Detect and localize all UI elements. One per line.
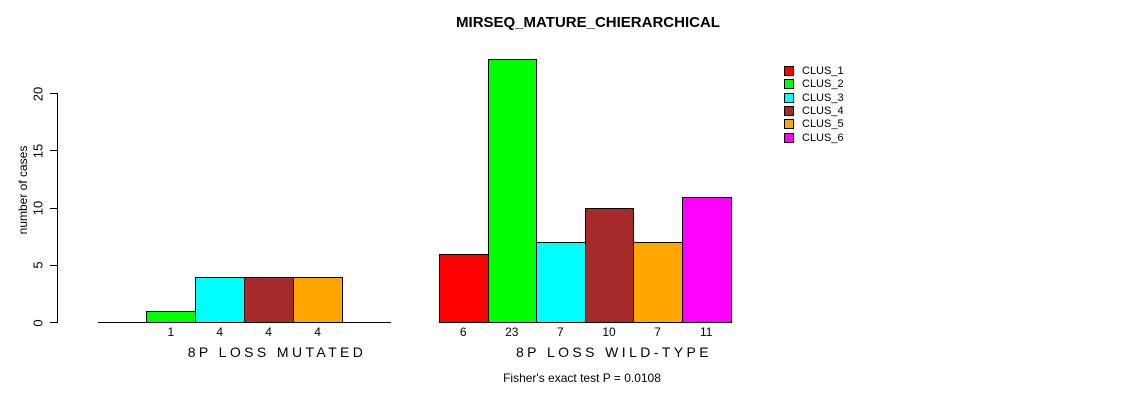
bar-value-label: 1	[167, 325, 175, 339]
y-tick-mark	[50, 265, 57, 266]
legend-label: CLUS_6	[802, 132, 844, 144]
bar-CLUS_3	[195, 277, 245, 323]
y-tick-label: 15	[30, 143, 46, 158]
y-tick-mark	[50, 322, 57, 323]
y-axis-title: number of cases	[16, 145, 30, 235]
bar-CLUS_2	[488, 59, 537, 323]
y-tick-mark	[50, 93, 57, 94]
y-tick-label: 20	[30, 86, 46, 101]
bar-value-label: 7	[654, 325, 661, 339]
bar-CLUS_3	[536, 242, 586, 323]
y-tick-label: 5	[30, 261, 46, 269]
bar-CLUS_6	[682, 197, 732, 323]
y-tick-label: 0	[30, 318, 46, 327]
x-axis-group-label: 8P LOSS MUTATED	[187, 344, 367, 360]
legend: CLUS_1 CLUS_2 CLUS_3 CLUS_4 CLUS_5 CLUS_6	[784, 66, 874, 146]
bar-value-label: 4	[314, 325, 321, 339]
legend-swatch	[784, 79, 794, 89]
fisher-test-annotation: Fisher's exact test P = 0.0108	[503, 371, 661, 385]
bar-value-label: 7	[557, 325, 564, 339]
chart-title: MIRSEQ_MATURE_CHIERARCHICAL	[456, 14, 720, 31]
bar-CLUS_5	[293, 277, 343, 323]
legend-swatch	[784, 66, 794, 76]
y-tick-mark	[50, 150, 57, 151]
bar-value-label: 4	[216, 325, 224, 339]
bar-CLUS_2	[146, 311, 196, 323]
bar-value-label: 11	[699, 325, 713, 339]
legend-swatch	[784, 93, 794, 103]
legend-item-CLUS_3: CLUS_3	[784, 92, 844, 104]
bar-value-label: 4	[265, 325, 272, 339]
legend-label: CLUS_5	[802, 118, 844, 130]
legend-item-CLUS_2: CLUS_2	[784, 78, 844, 90]
x-axis-group-label: 8P LOSS WILD-TYPE	[515, 344, 713, 360]
y-axis-line	[57, 93, 58, 323]
legend-item-CLUS_1: CLUS_1	[784, 65, 844, 77]
legend-swatch	[784, 133, 794, 143]
legend-item-CLUS_6: CLUS_6	[784, 132, 844, 144]
bar-CLUS_1	[439, 254, 489, 323]
bar-CLUS_4	[244, 277, 294, 323]
legend-label: CLUS_2	[802, 78, 844, 90]
legend-label: CLUS_4	[802, 105, 844, 117]
y-tick-mark	[50, 208, 57, 209]
legend-swatch	[784, 106, 794, 116]
bar-value-label: 6	[459, 325, 467, 339]
legend-label: CLUS_3	[802, 92, 844, 104]
bar-CLUS_5	[633, 242, 683, 323]
legend-swatch	[784, 119, 794, 129]
bar-value-label: 10	[602, 325, 616, 339]
legend-item-CLUS_5: CLUS_5	[784, 118, 844, 130]
legend-label: CLUS_1	[802, 65, 844, 77]
y-tick-label: 10	[30, 200, 46, 216]
legend-item-CLUS_4: CLUS_4	[784, 105, 844, 117]
bar-CLUS_4	[585, 208, 634, 323]
bar-value-label: 23	[505, 325, 519, 339]
